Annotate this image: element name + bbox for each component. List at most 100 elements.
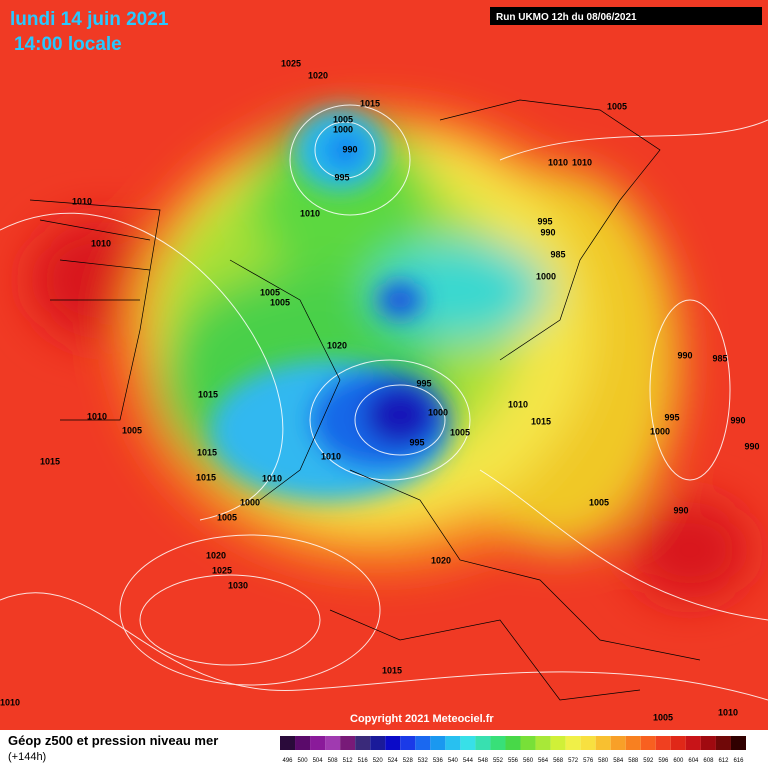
scale-label: 528 xyxy=(403,758,414,764)
scale-label: 600 xyxy=(673,758,684,764)
scale-swatch xyxy=(370,736,386,750)
scale-swatch xyxy=(460,736,476,750)
scale-label: 520 xyxy=(373,758,384,764)
isobar-label: 1015 xyxy=(198,389,218,399)
run-label: Run UKMO 12h du 08/06/2021 xyxy=(496,12,637,23)
scale-swatch xyxy=(595,736,611,750)
isobar-label: 1000 xyxy=(428,407,448,417)
scale-swatch xyxy=(280,736,296,750)
isobar-label: 985 xyxy=(550,249,565,259)
scale-swatch xyxy=(415,736,431,750)
isobars xyxy=(0,104,768,701)
isobar-label: 1030 xyxy=(228,580,248,590)
scale-swatch xyxy=(700,736,716,750)
isobar-label: 995 xyxy=(409,437,424,447)
scale-label: 612 xyxy=(718,758,729,764)
isobar-label: 1010 xyxy=(72,196,92,206)
isobar-label: 1010 xyxy=(0,697,20,707)
scale-label: 576 xyxy=(583,758,594,764)
run-box xyxy=(490,7,762,25)
isobar-label: 1005 xyxy=(607,101,627,111)
isobar-label: 1005 xyxy=(260,287,280,297)
isobar-label: 1010 xyxy=(572,157,592,167)
scale-swatch xyxy=(565,736,581,750)
scale-swatch xyxy=(340,736,356,750)
legend-lead: (+144h) xyxy=(8,751,46,763)
scale-label: 572 xyxy=(568,758,579,764)
isobar-label: 1005 xyxy=(653,712,673,722)
isobar-label: 1015 xyxy=(531,416,551,426)
isobar-label: 1025 xyxy=(212,565,232,575)
isobar-label: 1020 xyxy=(327,340,347,350)
scale-label: 536 xyxy=(433,758,444,764)
scale-label: 596 xyxy=(658,758,669,764)
isobar-label: 1000 xyxy=(240,497,260,507)
scale-swatch xyxy=(295,736,311,750)
isobar-label: 990 xyxy=(730,415,745,425)
scale-swatch xyxy=(505,736,521,750)
isobar-label: 1005 xyxy=(217,512,237,522)
scale-swatch xyxy=(475,736,491,750)
scale-label: 564 xyxy=(538,758,549,764)
isobar-label: 1005 xyxy=(270,297,290,307)
isobar-label: 1000 xyxy=(333,124,353,134)
scale-label: 500 xyxy=(298,758,309,764)
scale-label: 544 xyxy=(463,758,474,764)
isobar-label: 1010 xyxy=(87,411,107,421)
scale-label: 616 xyxy=(733,758,744,764)
scale-label: 592 xyxy=(643,758,654,764)
isobar-label: 1015 xyxy=(382,665,402,675)
scale-label: 516 xyxy=(358,758,369,764)
isobar-label: 1010 xyxy=(91,238,111,248)
isobar-label: 1005 xyxy=(589,497,609,507)
isobar-label: 1010 xyxy=(262,473,282,483)
isobar-label: 995 xyxy=(416,378,431,388)
scale-swatch xyxy=(325,736,341,750)
scale-label: 568 xyxy=(553,758,564,764)
scale-swatch xyxy=(355,736,371,750)
time-label: 14:00 locale xyxy=(14,34,122,55)
scale-label: 524 xyxy=(388,758,399,764)
isobar-label: 995 xyxy=(334,172,349,182)
scale-label: 512 xyxy=(343,758,354,764)
scale-swatch xyxy=(715,736,731,750)
scale-swatch xyxy=(730,736,746,750)
isobar-label: 1005 xyxy=(333,114,353,124)
isobar-label: 1020 xyxy=(431,555,451,565)
isobar-label: 1005 xyxy=(450,427,470,437)
scale-label: 496 xyxy=(283,758,294,764)
scale-swatch xyxy=(430,736,446,750)
scale-swatch xyxy=(625,736,641,750)
scale-swatch xyxy=(640,736,656,750)
scale-label: 508 xyxy=(328,758,339,764)
scale-label: 556 xyxy=(508,758,519,764)
scale-swatch xyxy=(670,736,686,750)
isobar-label: 1010 xyxy=(548,157,568,167)
isobar-label: 990 xyxy=(677,350,692,360)
isobar-label: 1010 xyxy=(300,208,320,218)
scale-swatch xyxy=(400,736,416,750)
scale-label: 548 xyxy=(478,758,489,764)
scale-swatch xyxy=(550,736,566,750)
isobar-label: 1020 xyxy=(308,70,328,80)
isobar-label: 990 xyxy=(540,227,555,237)
scale-swatch xyxy=(580,736,596,750)
legend-title: Géop z500 et pression niveau mer xyxy=(8,733,218,748)
scale-label: 540 xyxy=(448,758,459,764)
scale-swatch xyxy=(655,736,671,750)
isobar-label: 990 xyxy=(673,505,688,515)
scale-label: 504 xyxy=(313,758,324,764)
scale-label: 532 xyxy=(418,758,429,764)
scale-swatch xyxy=(610,736,626,750)
scale-swatch xyxy=(445,736,461,750)
isobar-label: 995 xyxy=(537,216,552,226)
color-scale: 496 500 504 508 512 516 520 524 528 532 536 540 544 5… xyxy=(280,736,746,764)
isobar-label: 1015 xyxy=(196,472,216,482)
isobar-label: 1000 xyxy=(536,271,556,281)
scale-swatch xyxy=(310,736,326,750)
isobar-label: 1015 xyxy=(197,447,217,457)
isobar-label: 1010 xyxy=(718,707,738,717)
isobar-label: 995 xyxy=(664,412,679,422)
